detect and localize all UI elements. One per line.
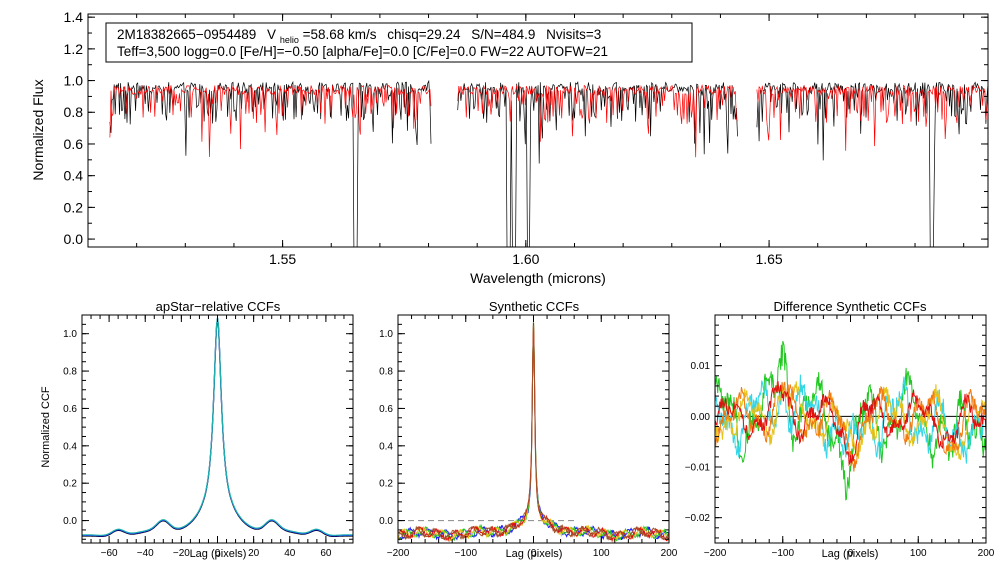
y-tick-label: 0.2 (379, 479, 393, 490)
legend-vhelio-subscript: helio (280, 35, 299, 45)
x-tick-label: 20 (248, 548, 260, 559)
ccf-line-visit-1 (398, 321, 669, 541)
spectrum-plot-frame (87, 13, 989, 248)
x-tick-label: −100 (454, 548, 477, 559)
ccf-line-visit-1 (715, 340, 986, 501)
observed-spectrum-chip-2 (457, 81, 738, 247)
difference-ccf-panel: Difference Synthetic CCFs −200 −100 0 100 20… (685, 299, 995, 560)
y-tick-label: 0.0 (64, 231, 84, 247)
synthetic-ccf-title: Synthetic CCFs (489, 299, 580, 314)
x-tick-label: −20 (173, 548, 190, 559)
x-tick-label: 0 (531, 548, 537, 559)
x-tick-label: −200 (704, 548, 727, 559)
apstar-ccf-panel: apStar−relative CCFs −60 −40 −20 0 20 40 60 0.0… (40, 299, 354, 560)
y-tick-label: 1.0 (64, 72, 84, 88)
synthetic-ccf-x-axis-label: Lag (pixels) (506, 548, 563, 560)
x-tick-label: 1.55 (269, 251, 296, 267)
y-tick-label: 0.00 (691, 412, 711, 423)
apstar-ccf-frame (81, 314, 354, 544)
legend-nvisits: Nvisits=3 (546, 27, 601, 42)
spectrum-axis-ticks: 1.55 1.60 1.65 0.0 0.2 0.4 0.6 0.8 1.0 1.2 1.4 (64, 9, 988, 267)
difference-ccf-title: Difference Synthetic CCFs (774, 299, 927, 314)
difference-ccf-axis-ticks: −200 −100 0 100 200 −0.02 −0.01 0.00 0.01 (685, 315, 995, 559)
legend-snr: S/N=484.9 (471, 27, 535, 42)
y-tick-label: 0.8 (64, 104, 84, 120)
apstar-ccf-title: apStar−relative CCFs (156, 299, 281, 314)
synthetic-ccf-axis-ticks: −200 −100 0 100 200 0.0 0.2 0.4 0.6 0.8 1.0 (379, 315, 678, 559)
y-tick-label: 0.2 (63, 479, 77, 490)
y-tick-label: 0.2 (64, 199, 84, 215)
ccf-line-visit-2 (82, 318, 353, 537)
legend-line-2: Teff=3,500 logg=0.0 [Fe/H]=−0.50 [alpha/… (117, 44, 608, 59)
x-tick-label: 200 (978, 548, 995, 559)
legend-chisq: chisq=29.24 (387, 27, 461, 42)
ccf-line-visit-3 (398, 320, 669, 543)
y-tick-label: 0.4 (379, 441, 393, 452)
spectrum-x-axis-label: Wavelength (microns) (470, 270, 606, 286)
y-tick-label: 1.4 (64, 9, 84, 25)
x-tick-label: 1.60 (512, 251, 539, 267)
y-tick-label: 0.01 (691, 361, 711, 372)
y-tick-label: −0.02 (685, 513, 711, 524)
y-tick-label: 0.0 (379, 516, 393, 527)
ccf-line-combined (398, 325, 669, 541)
legend-vhelio-value: =58.68 km/s (303, 27, 377, 42)
y-tick-label: 1.0 (63, 329, 77, 340)
spectrum-series (109, 79, 988, 247)
x-tick-label: 0 (215, 548, 221, 559)
y-tick-label: 0.4 (63, 441, 77, 452)
legend-star-id: 2M18382665−0954489 (117, 27, 256, 42)
ccf-line-visit-3 (715, 381, 986, 461)
spectrum-panel: 1.55 1.60 1.65 0.0 0.2 0.4 0.6 0.8 1.0 1.2 1.4 Wav… (30, 9, 989, 286)
legend-frame (105, 22, 693, 63)
difference-ccf-x-axis-label: Lag (pixels) (822, 548, 879, 560)
x-tick-label: 40 (284, 548, 296, 559)
x-tick-label: 0 (848, 548, 854, 559)
x-tick-label: 1.65 (755, 251, 782, 267)
ccf-line-visit-4 (398, 322, 669, 543)
y-tick-label: 1.2 (64, 41, 84, 57)
spectrum-legend-box: 2M18382665−0954489 V helio =58.68 km/s c… (105, 22, 693, 63)
ccf-line-visit-2 (398, 321, 669, 542)
observed-spectrum-chip-3 (756, 81, 988, 247)
ccf-line-visit-1 (82, 318, 353, 537)
y-tick-label: 0.8 (379, 367, 393, 378)
synthetic-ccf-series (398, 320, 669, 543)
observed-spectrum-chip-1 (109, 79, 432, 247)
apstar-ccf-y-axis-label: Normalized CCF (40, 386, 52, 468)
y-tick-label: 0.0 (63, 516, 77, 527)
apstar-ccf-x-axis-label: Lag (pixels) (190, 548, 247, 560)
spectrum-y-axis-label: Normalized Flux (30, 79, 46, 180)
y-tick-label: 0.4 (64, 168, 84, 184)
apstar-ccf-series (82, 317, 353, 537)
y-tick-label: 0.6 (64, 136, 84, 152)
x-tick-label: 200 (661, 548, 678, 559)
model-spectrum-chip-2 (457, 84, 738, 158)
difference-ccf-series (715, 340, 986, 501)
legend-line-1: 2M18382665−0954489 V helio =58.68 km/s c… (117, 27, 601, 46)
x-tick-label: −40 (137, 548, 154, 559)
model-spectrum-chip-1 (109, 84, 432, 158)
y-tick-label: 1.0 (379, 329, 393, 340)
model-spectrum-chip-3 (756, 84, 988, 151)
x-tick-label: −60 (101, 548, 118, 559)
y-tick-label: 0.6 (63, 404, 77, 415)
legend-vhelio-prefix: V (267, 27, 276, 42)
ccf-line-visit-3 (82, 317, 353, 536)
x-tick-label: −100 (771, 548, 794, 559)
synthetic-ccf-panel: Synthetic CCFs −200 −100 0 100 200 0.0 0.2 0.4 0… (379, 299, 678, 560)
x-tick-label: 100 (593, 548, 610, 559)
y-tick-label: 0.8 (63, 367, 77, 378)
apstar-ccf-axis-ticks: −60 −40 −20 0 20 40 60 0.0 0.2 0.4 0.6 0.8 1.0 (63, 315, 354, 559)
x-tick-label: 60 (320, 548, 332, 559)
x-tick-label: −200 (387, 548, 410, 559)
x-tick-label: 100 (910, 548, 927, 559)
y-tick-label: 0.6 (379, 404, 393, 415)
y-tick-label: −0.01 (685, 463, 711, 474)
ccf-line-visit-5 (715, 381, 986, 467)
